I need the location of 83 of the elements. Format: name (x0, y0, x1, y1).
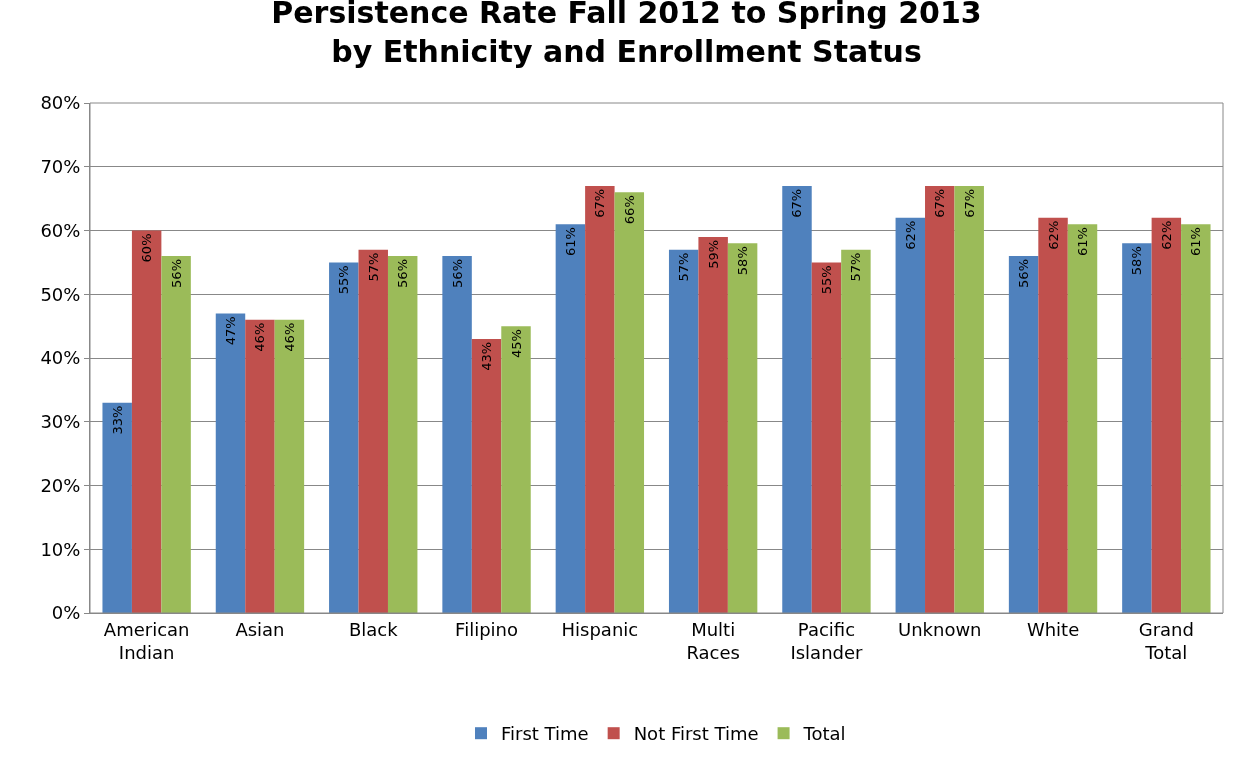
y-tick-label: 40% (40, 347, 81, 369)
data-label: 61% (1188, 227, 1204, 257)
data-label: 58% (1129, 246, 1145, 276)
bar (782, 185, 812, 613)
data-label: 56% (1016, 259, 1032, 288)
y-tick-label: 70% (40, 156, 81, 178)
x-tick-label: American Indian (103, 618, 190, 663)
y-tick-label: 60% (40, 219, 81, 241)
bar (1122, 243, 1152, 613)
data-label: 61% (562, 227, 578, 257)
x-tick-label: Asian (235, 618, 285, 640)
data-label: 55% (336, 265, 352, 295)
x-tick-label: Black (348, 618, 399, 640)
data-label: 46% (252, 322, 268, 352)
data-label: 60% (139, 233, 155, 263)
legend-label: Not First Time (633, 723, 759, 745)
data-label: 56% (449, 259, 465, 288)
data-label: 67% (592, 188, 608, 218)
data-label: 67% (932, 188, 948, 218)
data-label: 47% (222, 316, 238, 346)
data-label: 46% (281, 322, 297, 352)
x-tick-label: Multi Races (686, 618, 740, 663)
bar (1067, 224, 1098, 613)
bar (215, 313, 246, 613)
bar (274, 319, 305, 613)
data-label: 57% (365, 252, 381, 282)
bar (895, 217, 926, 613)
bar (585, 185, 615, 613)
data-label: 33% (109, 405, 125, 435)
y-tick-label: 0% (51, 602, 81, 624)
bar (1181, 224, 1211, 613)
data-label: 67% (789, 188, 805, 218)
bar (555, 224, 586, 613)
data-label: 62% (1045, 220, 1061, 250)
y-tick-label: 80% (40, 92, 81, 114)
data-label: 67% (961, 188, 977, 218)
bar (614, 192, 645, 613)
x-tick-label: Filipino (455, 618, 518, 640)
data-label: 62% (902, 220, 918, 250)
bar (329, 262, 359, 613)
bar (954, 185, 984, 613)
bar (387, 256, 418, 613)
bar (245, 319, 275, 613)
bar (668, 249, 699, 613)
bar (925, 185, 955, 613)
bar (841, 249, 871, 613)
bar (471, 338, 502, 613)
data-label: 43% (479, 341, 495, 371)
bar (161, 256, 191, 613)
bar (131, 230, 162, 613)
bar (102, 402, 132, 613)
data-label: 56% (395, 259, 411, 288)
data-label: 45% (508, 329, 524, 359)
data-label: 61% (1075, 227, 1091, 257)
data-label: 62% (1158, 220, 1174, 250)
bar (442, 256, 472, 613)
bar (1038, 217, 1068, 613)
y-tick-label: 30% (40, 411, 81, 433)
bar (1151, 217, 1182, 613)
legend-label: First Time (501, 723, 589, 745)
y-tick-label: 50% (40, 283, 81, 305)
bar (698, 236, 728, 613)
data-label: 66% (621, 195, 637, 225)
legend-label: Total (802, 723, 846, 745)
bar (501, 326, 531, 613)
x-tick-label: Unknown (897, 618, 982, 640)
data-label: 56% (168, 259, 184, 288)
bar (358, 249, 388, 613)
bar (727, 243, 758, 613)
y-tick-label: 20% (40, 474, 81, 496)
bar (811, 262, 842, 613)
bar (1008, 256, 1039, 613)
x-tick-label: Hispanic (561, 618, 639, 640)
chart-title: Persistence Rate Fall 2012 to Spring 2013 by Ethnicity and Enrollment Status (271, 0, 982, 69)
data-label: 59% (705, 239, 721, 269)
data-label: 57% (676, 252, 692, 282)
x-tick-label: White (1026, 618, 1080, 640)
x-tick-label: Grand Total (1138, 618, 1194, 663)
data-label: 55% (818, 265, 834, 295)
data-label: 58% (735, 246, 751, 276)
data-label: 57% (848, 252, 864, 282)
x-tick-label: Pacific Islander (790, 618, 864, 663)
y-tick-label: 10% (40, 538, 81, 560)
